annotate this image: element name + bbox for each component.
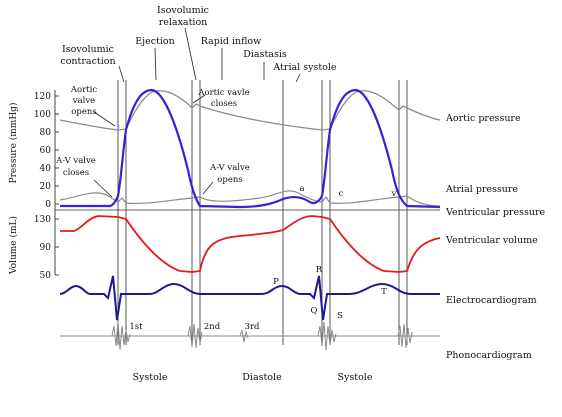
- heart-sound-2nd: 2nd: [204, 322, 221, 332]
- label-aortic-pressure: Aortic pressure: [445, 113, 521, 124]
- ventricular-pressure-trace: [60, 88, 441, 209]
- label-electrocardiogram: Electrocardiogram: [446, 295, 537, 306]
- pressure-tick-60: 60: [40, 146, 52, 156]
- label-isovolumic-relaxation-2: relaxation: [159, 17, 208, 28]
- label-av-valve-opens-2: opens: [217, 175, 242, 185]
- label-av-valve-closes-1: A-V valve: [55, 156, 96, 166]
- pressure-tick-100: 100: [34, 110, 51, 120]
- ecg-letter-q: Q: [311, 306, 318, 316]
- label-pointers: [93, 27, 301, 198]
- label-isovolumic-contraction-1: Isovolumic: [62, 44, 114, 55]
- phonocardiogram-trace: [60, 321, 440, 351]
- atrial-wave-v: v: [391, 189, 397, 199]
- label-isovolumic-contraction-2: contraction: [60, 56, 115, 67]
- label-atrial-pressure: Atrial pressure: [445, 184, 518, 195]
- phase-systole-2: Systole: [338, 372, 373, 383]
- ventricular-volume-trace: [60, 215, 441, 273]
- ecg-letter-r: R: [316, 265, 323, 275]
- label-aortic-valve-opens-2: valve: [72, 96, 95, 106]
- phase-systole-1: Systole: [133, 372, 168, 383]
- ecg-letter-t: T: [381, 287, 387, 297]
- heart-sound-3rd: 3rd: [245, 322, 260, 332]
- volume-tick-90: 90: [40, 243, 52, 253]
- pressure-tick-20: 20: [40, 182, 52, 192]
- label-ventricular-volume: Ventricular volume: [445, 235, 538, 246]
- label-isovolumic-relaxation-1: Isovolumic: [157, 5, 209, 16]
- label-diastasis: Diastasis: [243, 49, 287, 60]
- pressure-ticks: 120 100 80 60 40 20 0: [34, 92, 51, 210]
- label-av-valve-opens-1: A-V valve: [209, 163, 250, 173]
- label-ejection: Ejection: [135, 36, 175, 47]
- volume-axis-label: Volume (mL): [8, 216, 19, 275]
- label-ventricular-pressure: Ventricular pressure: [445, 207, 545, 218]
- axis-frame: [54, 90, 440, 276]
- ecg-trace: [59, 275, 440, 321]
- label-aortic-valve-opens-3: opens: [71, 107, 96, 117]
- ecg-letter-p: P: [273, 277, 279, 287]
- phase-diastole: Diastole: [242, 372, 282, 383]
- volume-tick-130: 130: [34, 215, 51, 225]
- phase-dividers: [117, 80, 408, 345]
- label-aortic-valve-closes-1: Aortic vavle: [197, 88, 249, 98]
- ecg-letter-s: S: [337, 311, 343, 321]
- pressure-tick-80: 80: [40, 128, 52, 138]
- volume-ticks: 130 90 50: [34, 215, 51, 281]
- volume-tick-50: 50: [40, 271, 52, 281]
- atrial-wave-a: a: [299, 184, 304, 194]
- label-aortic-valve-closes-2: closes: [211, 99, 237, 109]
- pressure-axis-label: Pressure (mmHg): [8, 103, 19, 184]
- pressure-tick-40: 40: [40, 164, 52, 174]
- pressure-tick-0: 0: [45, 200, 51, 210]
- label-av-valve-closes-2: closes: [63, 168, 89, 178]
- heart-sound-1st: 1st: [129, 322, 143, 332]
- label-rapid-inflow: Rapid inflow: [201, 36, 262, 47]
- atrial-pressure-trace: [59, 190, 441, 207]
- atrial-wave-c: c: [339, 189, 344, 199]
- pressure-tick-120: 120: [34, 92, 51, 102]
- label-phonocardiogram: Phonocardiogram: [446, 350, 532, 361]
- label-atrial-systole: Atrial systole: [272, 62, 337, 73]
- aortic-pressure-trace: [59, 90, 441, 131]
- label-aortic-valve-opens-1: Aortic: [70, 85, 97, 95]
